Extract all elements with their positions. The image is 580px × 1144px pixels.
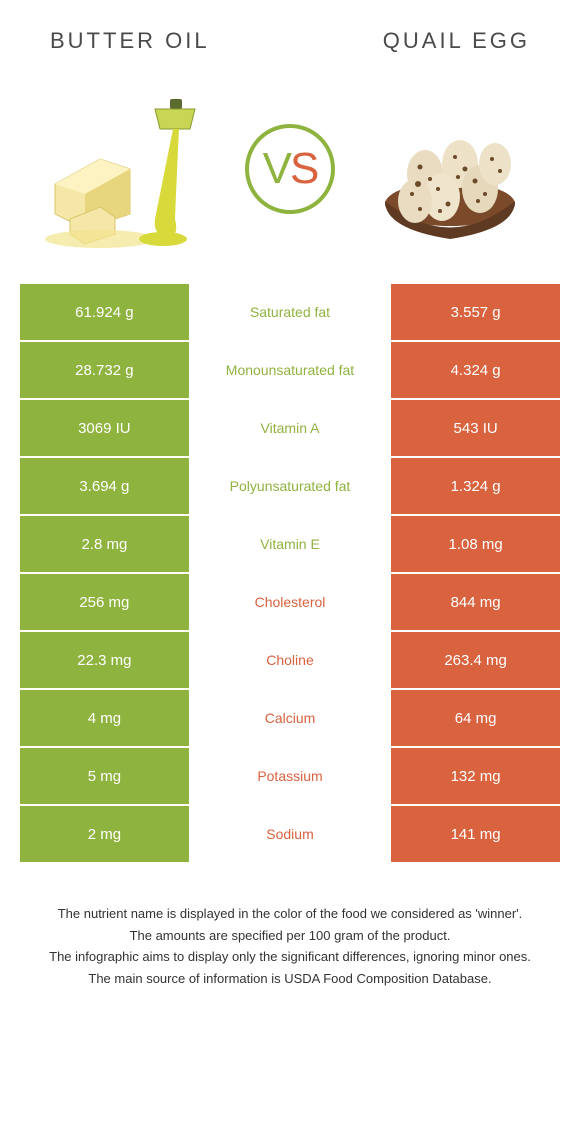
vs-s: S: [290, 144, 317, 194]
value-right: 132 mg: [391, 748, 560, 804]
value-left: 2.8 mg: [20, 516, 189, 572]
nutrient-label: Polyunsaturated fat: [189, 458, 392, 514]
nutrient-label: Cholesterol: [189, 574, 392, 630]
butter-oil-image: [45, 84, 215, 254]
footer-line: The infographic aims to display only the…: [30, 947, 550, 967]
table-row: 4 mgCalcium64 mg: [20, 690, 560, 746]
value-left: 5 mg: [20, 748, 189, 804]
nutrient-label: Potassium: [189, 748, 392, 804]
table-row: 3.694 gPolyunsaturated fat1.324 g: [20, 458, 560, 514]
value-left: 256 mg: [20, 574, 189, 630]
value-right: 1.324 g: [391, 458, 560, 514]
value-right: 141 mg: [391, 806, 560, 862]
table-row: 61.924 gSaturated fat3.557 g: [20, 284, 560, 340]
quail-egg-image: [365, 84, 535, 254]
table-row: 28.732 gMonounsaturated fat4.324 g: [20, 342, 560, 398]
value-right: 4.324 g: [391, 342, 560, 398]
footer-line: The main source of information is USDA F…: [30, 969, 550, 989]
footer-line: The amounts are specified per 100 gram o…: [30, 926, 550, 946]
value-right: 844 mg: [391, 574, 560, 630]
table-row: 2 mgSodium141 mg: [20, 806, 560, 862]
value-left: 4 mg: [20, 690, 189, 746]
table-row: 256 mgCholesterol844 mg: [20, 574, 560, 630]
table-row: 2.8 mgVitamin E1.08 mg: [20, 516, 560, 572]
value-right: 1.08 mg: [391, 516, 560, 572]
nutrient-label: Choline: [189, 632, 392, 688]
footer-line: The nutrient name is displayed in the co…: [30, 904, 550, 924]
title-right: Quail egg: [383, 28, 530, 54]
value-right: 263.4 mg: [391, 632, 560, 688]
hero-row: VS: [0, 64, 580, 284]
nutrient-label: Vitamin E: [189, 516, 392, 572]
nutrient-label: Saturated fat: [189, 284, 392, 340]
value-left: 3.694 g: [20, 458, 189, 514]
value-left: 3069 IU: [20, 400, 189, 456]
vs-badge: VS: [245, 124, 335, 214]
title-left: Butter oil: [50, 28, 210, 54]
nutrient-label: Calcium: [189, 690, 392, 746]
table-row: 3069 IUVitamin A543 IU: [20, 400, 560, 456]
table-row: 22.3 mgCholine263.4 mg: [20, 632, 560, 688]
nutrient-label: Vitamin A: [189, 400, 392, 456]
value-left: 28.732 g: [20, 342, 189, 398]
comparison-table: 61.924 gSaturated fat3.557 g28.732 gMono…: [0, 284, 580, 862]
value-right: 543 IU: [391, 400, 560, 456]
value-left: 61.924 g: [20, 284, 189, 340]
header: Butter oil Quail egg: [0, 0, 580, 64]
value-left: 22.3 mg: [20, 632, 189, 688]
vs-v: V: [263, 144, 290, 194]
nutrient-label: Sodium: [189, 806, 392, 862]
value-left: 2 mg: [20, 806, 189, 862]
value-right: 64 mg: [391, 690, 560, 746]
table-row: 5 mgPotassium132 mg: [20, 748, 560, 804]
nutrient-label: Monounsaturated fat: [189, 342, 392, 398]
value-right: 3.557 g: [391, 284, 560, 340]
footer-notes: The nutrient name is displayed in the co…: [0, 864, 580, 988]
